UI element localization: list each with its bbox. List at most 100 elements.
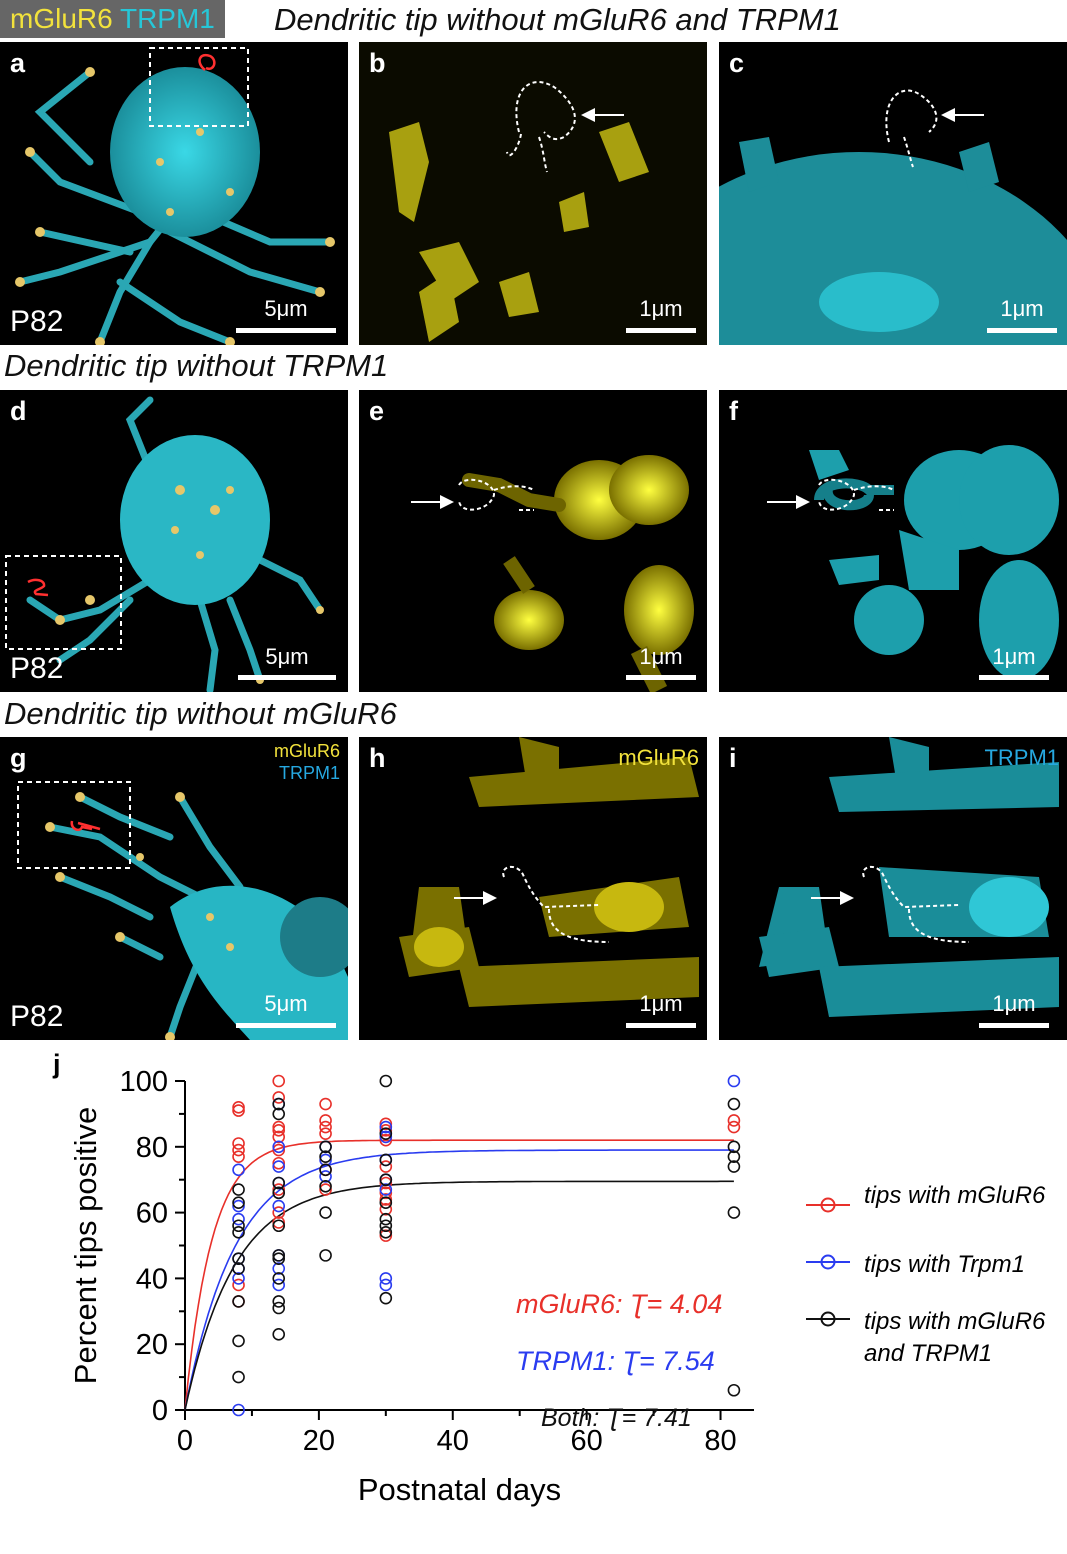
data-point-0 xyxy=(727,1120,741,1134)
scalebar-h xyxy=(626,1023,696,1028)
legend-marker-1 xyxy=(820,1254,836,1270)
data-point-0 xyxy=(379,1193,393,1206)
data-point-2 xyxy=(272,1107,286,1121)
data-point-2 xyxy=(272,1295,286,1308)
panel-c-image xyxy=(719,89,1067,345)
row1-title: Dendritic tip without mGluR6 and TRPM1 xyxy=(274,2,841,37)
tau-annotation-mglur6: mGluR6: Ʈ= 4.04 xyxy=(516,1289,722,1319)
y-axis-label: Percent tips positive xyxy=(68,1107,103,1384)
panel-label-d: d xyxy=(10,396,27,426)
data-point-2 xyxy=(727,1140,741,1154)
data-point-0 xyxy=(272,1156,286,1170)
scalebar-label-g: 5μm xyxy=(264,991,308,1016)
data-point-1 xyxy=(232,1272,245,1285)
panel-label-h: h xyxy=(369,743,386,773)
data-point-0 xyxy=(379,1124,393,1137)
legend-marker-0 xyxy=(820,1197,836,1213)
data-point-0 xyxy=(272,1143,286,1157)
panel-label-a: a xyxy=(10,48,26,78)
data-point-2 xyxy=(379,1212,393,1226)
data-point-2 xyxy=(379,1196,393,1210)
data-point-0 xyxy=(272,1183,286,1196)
data-point-2 xyxy=(272,1252,286,1265)
data-point-1 xyxy=(319,1153,332,1167)
age-label-a: P82 xyxy=(10,305,64,338)
data-point-0 xyxy=(272,1130,286,1144)
data-point-2 xyxy=(319,1163,332,1177)
scalebar-f xyxy=(979,675,1049,680)
panel-label-e: e xyxy=(369,396,385,426)
data-point-2 xyxy=(379,1127,393,1140)
panel-label-c: c xyxy=(729,48,745,78)
data-point-2 xyxy=(232,1262,245,1275)
y-tick-label: 20 xyxy=(136,1329,168,1361)
legend-label-0: tips with mGluR6 xyxy=(864,1182,1046,1209)
data-point-2 xyxy=(232,1295,245,1308)
data-point-2 xyxy=(379,1219,393,1233)
panel-e-image xyxy=(411,455,694,692)
data-point-2 xyxy=(727,1160,741,1173)
data-point-0 xyxy=(319,1114,332,1127)
panel-d: d P82 5μm xyxy=(0,390,348,692)
data-point-2 xyxy=(319,1150,332,1163)
data-point-2 xyxy=(272,1219,286,1233)
data-point-1 xyxy=(272,1199,286,1213)
data-point-2 xyxy=(319,1206,332,1219)
x-axis-label: Postnatal days xyxy=(358,1472,561,1507)
data-point-0 xyxy=(272,1091,286,1104)
data-point-2 xyxy=(232,1196,245,1210)
data-point-2 xyxy=(232,1370,245,1384)
data-point-2 xyxy=(727,1097,741,1111)
panel-a-image xyxy=(15,47,335,345)
scalebar-label-a: 5μm xyxy=(264,296,308,321)
age-label-d: P82 xyxy=(10,652,64,685)
panel-label-f: f xyxy=(729,396,738,426)
data-point-1 xyxy=(379,1183,393,1196)
legend-label-2a: tips with mGluR6 xyxy=(864,1308,1046,1335)
data-point-0 xyxy=(379,1160,393,1173)
legend-label-1: tips with Trpm1 xyxy=(864,1251,1025,1278)
data-point-2 xyxy=(727,1206,741,1219)
data-point-0 xyxy=(232,1137,245,1150)
scalebar-a xyxy=(236,328,336,333)
row2-title: Dendritic tip without TRPM1 xyxy=(4,348,389,383)
scalebar-label-e: 1μm xyxy=(639,644,683,669)
data-point-0 xyxy=(232,1104,245,1117)
x-tick-label: 60 xyxy=(571,1425,603,1457)
data-point-2 xyxy=(379,1074,393,1088)
data-point-1 xyxy=(272,1262,286,1275)
data-point-1 xyxy=(232,1163,245,1177)
panel-h-image xyxy=(399,737,699,1007)
data-point-0 xyxy=(232,1150,245,1163)
x-tick-label: 40 xyxy=(437,1425,469,1457)
data-point-0 xyxy=(272,1124,286,1137)
scalebar-d xyxy=(238,675,336,680)
data-point-2 xyxy=(232,1334,245,1348)
panel-d-image xyxy=(5,396,324,692)
data-point-1 xyxy=(272,1160,286,1173)
panel-label-g: g xyxy=(10,743,27,773)
panel-i-image xyxy=(759,737,1059,1017)
chart-j-svg: j 0 20 40 60 80 0 20 40 60 80 100 Postnatal days Perc… xyxy=(52,1049,1046,1507)
scalebar-g xyxy=(236,1023,336,1028)
scalebar-e xyxy=(626,675,696,680)
data-point-0 xyxy=(379,1186,393,1200)
y-tick-label: 100 xyxy=(120,1066,168,1098)
scalebar-label-h: 1μm xyxy=(639,991,683,1016)
fit-curve-0 xyxy=(184,1139,734,1411)
data-point-1 xyxy=(272,1278,286,1292)
y-tick-label: 60 xyxy=(136,1198,168,1230)
data-point-2 xyxy=(272,1186,286,1200)
data-point-0 xyxy=(319,1120,332,1134)
chart-j: j 0 20 40 60 80 0 20 40 60 80 100 Postnatal days Perc… xyxy=(0,1045,1067,1549)
row3-title: Dendritic tip without mGluR6 xyxy=(4,696,397,731)
panel-f: f 1μm xyxy=(719,390,1067,692)
panel-f-image xyxy=(767,445,1059,680)
tau-annotation-trpm1: TRPM1: Ʈ= 7.54 xyxy=(516,1346,715,1376)
channel-label-i: TRPM1 xyxy=(984,745,1059,770)
data-point-2 xyxy=(319,1249,332,1262)
data-point-2 xyxy=(232,1183,245,1196)
data-point-0 xyxy=(232,1143,245,1157)
scalebar-label-d: 5μm xyxy=(265,644,309,669)
panel-a: a P82 5μm xyxy=(0,42,348,345)
